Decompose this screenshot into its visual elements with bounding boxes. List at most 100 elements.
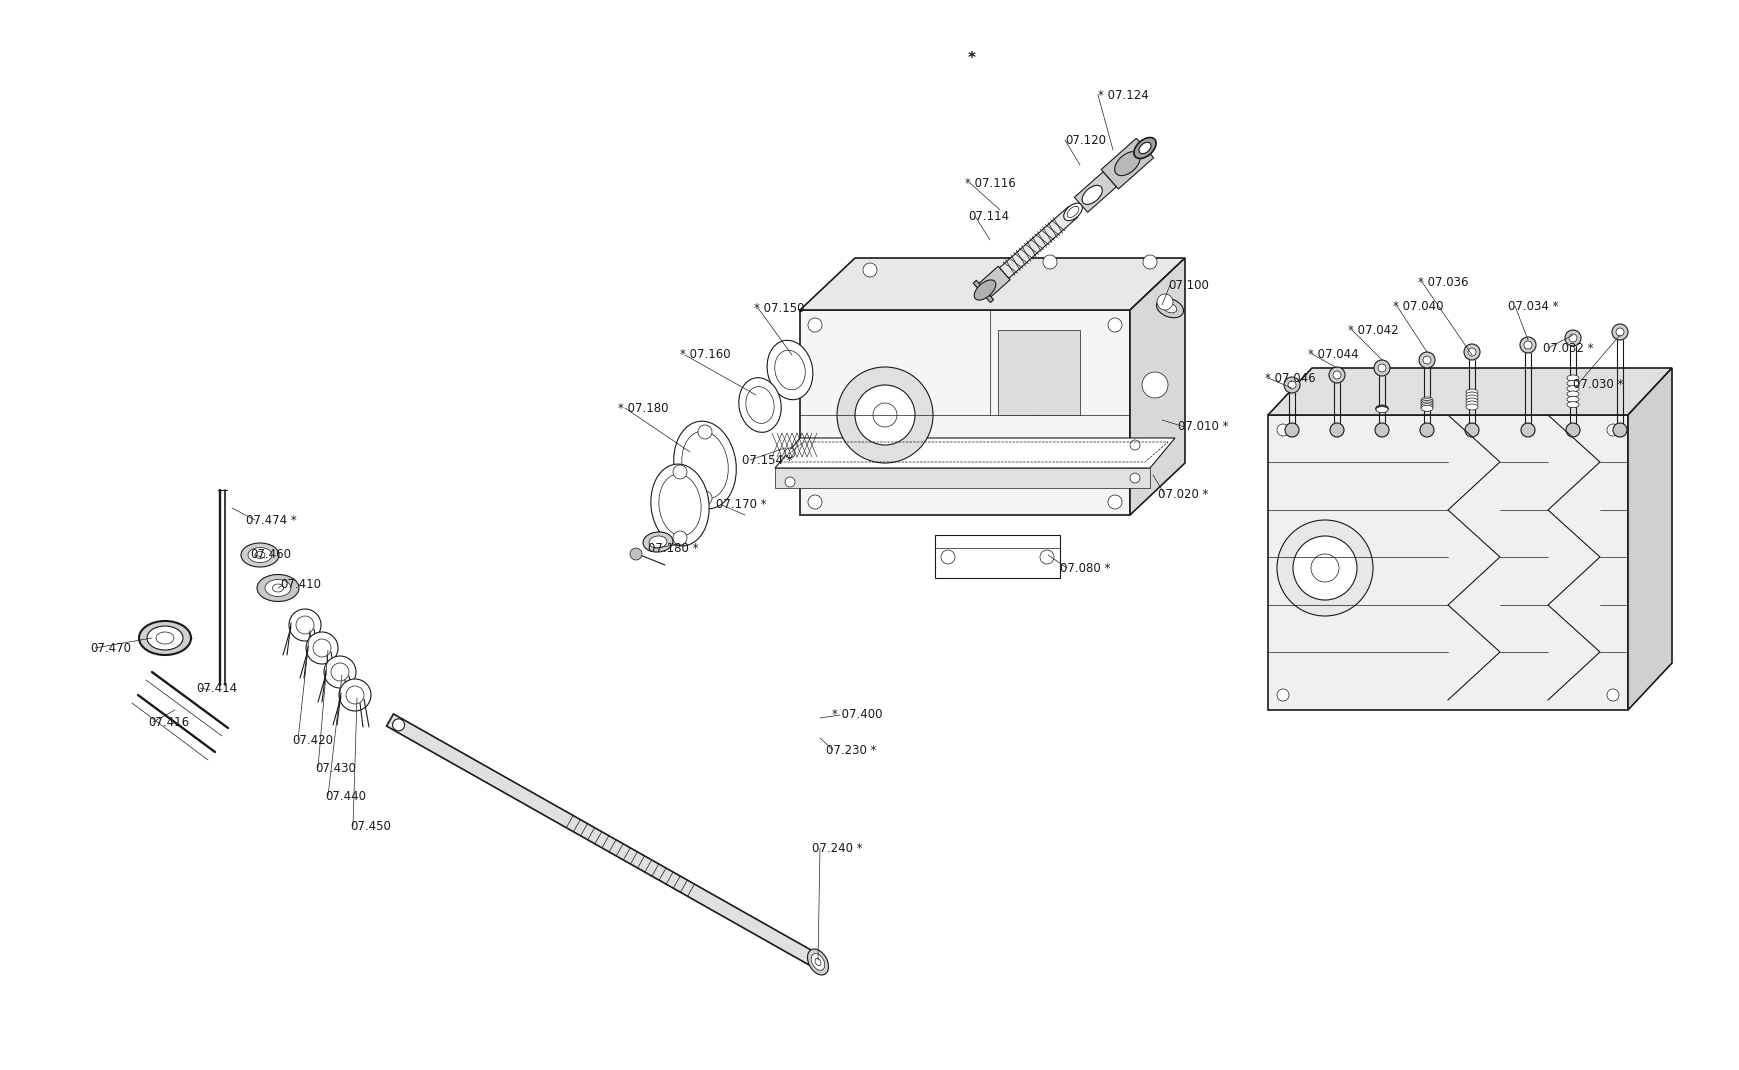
- Text: 07.010 *: 07.010 *: [1177, 421, 1228, 433]
- Circle shape: [346, 686, 363, 704]
- Circle shape: [1565, 423, 1579, 437]
- Text: * 07.116: * 07.116: [965, 177, 1016, 189]
- Circle shape: [330, 663, 350, 681]
- Ellipse shape: [659, 474, 701, 536]
- Ellipse shape: [1567, 385, 1577, 392]
- Ellipse shape: [649, 536, 666, 548]
- Ellipse shape: [1466, 389, 1476, 395]
- Circle shape: [1156, 294, 1172, 310]
- Ellipse shape: [146, 626, 183, 649]
- Text: 07.154 *: 07.154 *: [741, 454, 793, 467]
- Polygon shape: [1628, 368, 1671, 710]
- Text: 07.450: 07.450: [350, 820, 391, 832]
- Ellipse shape: [1466, 392, 1476, 398]
- Ellipse shape: [1376, 406, 1388, 411]
- Circle shape: [323, 656, 356, 688]
- Ellipse shape: [1163, 303, 1176, 312]
- Circle shape: [1520, 337, 1536, 353]
- Text: * 07.124: * 07.124: [1097, 89, 1148, 102]
- Circle shape: [673, 465, 687, 479]
- Circle shape: [1329, 367, 1344, 383]
- Circle shape: [1283, 377, 1299, 393]
- Ellipse shape: [1376, 406, 1388, 412]
- Ellipse shape: [1567, 391, 1577, 397]
- Text: 07.420: 07.420: [292, 734, 332, 747]
- Ellipse shape: [1466, 398, 1476, 404]
- Circle shape: [1108, 495, 1122, 509]
- Ellipse shape: [256, 551, 264, 559]
- Text: 07.416: 07.416: [148, 716, 190, 729]
- Circle shape: [697, 425, 711, 439]
- Circle shape: [393, 719, 405, 731]
- Text: 07.030 *: 07.030 *: [1572, 378, 1622, 391]
- Ellipse shape: [249, 548, 271, 563]
- Circle shape: [339, 679, 370, 710]
- Circle shape: [1423, 356, 1429, 364]
- Ellipse shape: [746, 386, 774, 424]
- Ellipse shape: [1421, 399, 1433, 404]
- Circle shape: [1569, 334, 1576, 342]
- Ellipse shape: [1063, 203, 1082, 220]
- Circle shape: [289, 609, 320, 641]
- Circle shape: [1468, 348, 1475, 356]
- Ellipse shape: [650, 464, 710, 546]
- Ellipse shape: [767, 340, 812, 400]
- Text: 07.120: 07.120: [1064, 134, 1106, 147]
- Ellipse shape: [807, 949, 828, 975]
- Ellipse shape: [242, 542, 278, 567]
- Polygon shape: [1268, 415, 1628, 710]
- Circle shape: [1309, 554, 1339, 582]
- Circle shape: [1108, 318, 1122, 332]
- Text: 07.474 *: 07.474 *: [245, 514, 297, 526]
- Text: 07.100: 07.100: [1167, 278, 1209, 291]
- Circle shape: [1276, 520, 1372, 616]
- Circle shape: [1276, 424, 1289, 435]
- Ellipse shape: [1066, 207, 1078, 217]
- Circle shape: [784, 448, 795, 458]
- Polygon shape: [800, 310, 1129, 515]
- Ellipse shape: [1421, 397, 1433, 403]
- Ellipse shape: [1134, 138, 1155, 158]
- Ellipse shape: [682, 431, 729, 499]
- Ellipse shape: [814, 959, 821, 966]
- Circle shape: [1377, 364, 1386, 372]
- Circle shape: [1292, 536, 1356, 600]
- Ellipse shape: [1115, 152, 1139, 175]
- Ellipse shape: [139, 621, 191, 655]
- Polygon shape: [998, 207, 1076, 278]
- Ellipse shape: [1466, 395, 1476, 401]
- Ellipse shape: [1376, 406, 1388, 412]
- Circle shape: [1040, 550, 1054, 564]
- Circle shape: [313, 639, 330, 657]
- Circle shape: [836, 367, 932, 463]
- Polygon shape: [934, 535, 1059, 578]
- Polygon shape: [1101, 138, 1153, 189]
- Circle shape: [1523, 341, 1530, 349]
- Polygon shape: [800, 258, 1184, 310]
- Circle shape: [1616, 328, 1622, 336]
- Circle shape: [1129, 473, 1139, 483]
- Text: * 07.046: * 07.046: [1264, 371, 1315, 384]
- Text: 07.032 *: 07.032 *: [1542, 341, 1593, 354]
- Circle shape: [1329, 423, 1343, 437]
- Circle shape: [1287, 381, 1296, 389]
- Ellipse shape: [1466, 401, 1476, 407]
- Polygon shape: [972, 280, 993, 303]
- Circle shape: [1129, 440, 1139, 450]
- Circle shape: [673, 531, 687, 545]
- Circle shape: [1520, 423, 1534, 437]
- Polygon shape: [774, 438, 1174, 468]
- Text: 07.180 *: 07.180 *: [647, 541, 697, 554]
- Circle shape: [784, 477, 795, 487]
- Ellipse shape: [1376, 406, 1388, 411]
- Circle shape: [630, 548, 642, 560]
- Ellipse shape: [1421, 406, 1433, 411]
- Text: 07.240 *: 07.240 *: [812, 841, 863, 855]
- Polygon shape: [979, 266, 1010, 296]
- Circle shape: [807, 318, 821, 332]
- Circle shape: [1143, 255, 1156, 269]
- Circle shape: [1419, 423, 1433, 437]
- Circle shape: [1419, 352, 1435, 368]
- Circle shape: [1042, 255, 1056, 269]
- Circle shape: [1464, 423, 1478, 437]
